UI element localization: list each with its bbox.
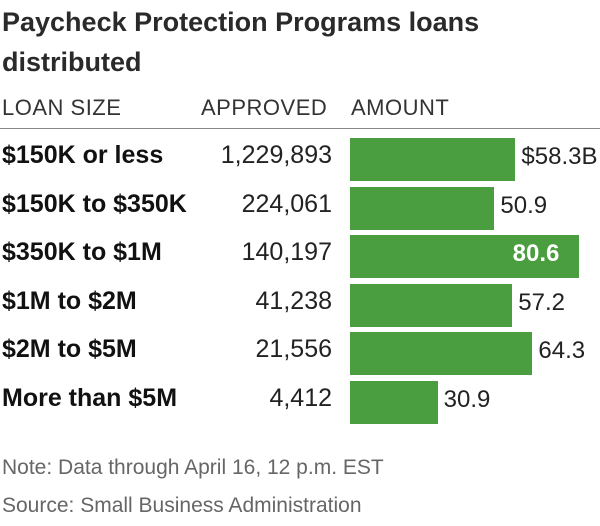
header-amount: AMOUNT bbox=[351, 95, 450, 120]
category-label: $2M to $5M bbox=[2, 335, 137, 363]
amount-bar bbox=[350, 380, 438, 424]
approved-count: 4,412 bbox=[269, 383, 332, 412]
bar-row: $350K to $1M 140,197 80.6 bbox=[0, 229, 600, 278]
category-label: $1M to $2M bbox=[2, 286, 137, 315]
approved-count: 21,556 bbox=[255, 335, 332, 363]
header-divider bbox=[0, 128, 600, 129]
amount-value-label: 80.6 bbox=[512, 240, 560, 267]
amount-value-label: 57.2 bbox=[518, 288, 565, 316]
bar-row: $1M to $2M 41,238 57.2 bbox=[0, 278, 600, 327]
data-note: Note: Data through April 16, 12 p.m. EST bbox=[2, 456, 384, 479]
bar-row: $150K or less 1,229,893 $58.3B bbox=[0, 132, 600, 181]
category-label: $150K or less bbox=[2, 141, 164, 169]
approved-count: 1,229,893 bbox=[220, 141, 332, 169]
category-label: $350K to $1M bbox=[2, 238, 162, 266]
approved-count: 140,197 bbox=[241, 238, 332, 266]
amount-bar bbox=[350, 235, 579, 278]
amount-bar bbox=[350, 283, 513, 327]
amount-bar bbox=[350, 138, 516, 181]
category-label: $150K to $350K bbox=[2, 189, 187, 218]
header-approved: APPROVED bbox=[201, 95, 328, 120]
amount-bar bbox=[350, 332, 533, 375]
bar-row: $150K to $350K 224,061 50.9 bbox=[0, 181, 600, 230]
category-label: More than $5M bbox=[2, 383, 178, 412]
bar-row: $2M to $5M 21,556 64.3 bbox=[0, 326, 600, 375]
amount-value-label: 30.9 bbox=[443, 385, 491, 413]
data-source: Source: Small Business Administration bbox=[2, 494, 362, 517]
amount-value-label: 64.3 bbox=[538, 337, 586, 364]
amount-value-label: $58.3B bbox=[521, 143, 598, 170]
column-header: LOAN SIZE APPROVED AMOUNT bbox=[0, 95, 600, 125]
header-loan-size: LOAN SIZE bbox=[2, 95, 122, 120]
chart-title: Paycheck Protection Programs loans distr… bbox=[2, 7, 480, 77]
approved-count: 41,238 bbox=[255, 286, 332, 315]
amount-bar bbox=[350, 186, 495, 230]
amount-value-label: 50.9 bbox=[500, 191, 548, 219]
approved-count: 224,061 bbox=[241, 189, 332, 218]
bar-row: More than $5M 4,412 30.9 bbox=[0, 375, 600, 424]
